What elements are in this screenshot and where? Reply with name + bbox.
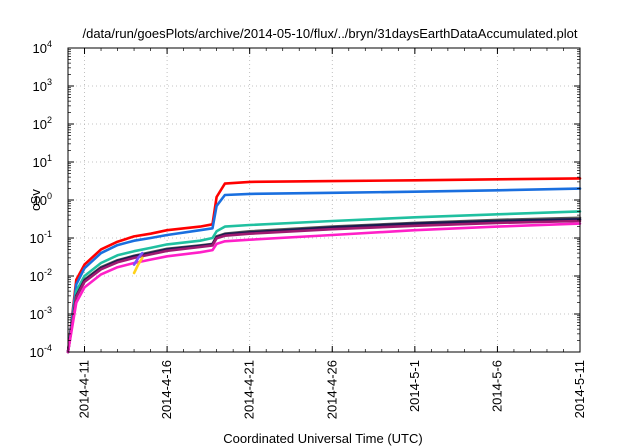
y-axis-title: cSv xyxy=(28,189,43,211)
y-tick-label: 101 xyxy=(33,153,52,170)
series-line-2 xyxy=(66,187,582,354)
x-axis-title: Coordinated Universal Time (UTC) xyxy=(223,431,422,446)
y-tick-label: 100 xyxy=(33,191,52,208)
series-line-9 xyxy=(132,251,144,266)
series-line-3 xyxy=(66,210,582,354)
y-tick-labels: 10-4 10-3 10-2 10-1 100 101 102 103 104 xyxy=(30,39,52,360)
x-tick-label: 2014-5-6 xyxy=(489,360,504,412)
x-tick-labels: 2014-4-11 2014-4-16 2014-4-21 2014-4-26 2014… xyxy=(77,360,587,419)
axis-ticks xyxy=(67,47,581,353)
x-tick-label: 2014-5-1 xyxy=(407,360,422,412)
y-tick-label: 102 xyxy=(33,115,52,132)
x-tick-label: 2014-4-11 xyxy=(77,360,92,418)
x-tick-label: 2014-5-11 xyxy=(572,360,587,418)
x-tick-label: 2014-4-16 xyxy=(159,360,174,419)
series-line-7 xyxy=(66,222,582,354)
y-tick-label: 10-2 xyxy=(30,267,52,284)
series-line-1 xyxy=(66,177,582,354)
chart-title: /data/run/goesPlots/archive/2014-05-10/f… xyxy=(82,26,577,41)
x-tick-label: 2014-4-26 xyxy=(324,360,339,419)
y-tick-label: 104 xyxy=(33,39,52,56)
y-tick-label: 10-3 xyxy=(30,305,52,322)
x-tick-label: 2014-4-21 xyxy=(242,360,257,419)
series-group xyxy=(66,177,582,354)
grid xyxy=(68,48,580,352)
series-line-8 xyxy=(132,256,144,275)
y-tick-label: 103 xyxy=(33,77,52,94)
series-line-6 xyxy=(66,219,582,354)
y-tick-label: 10-4 xyxy=(30,343,52,360)
y-tick-label: 10-1 xyxy=(30,229,52,246)
